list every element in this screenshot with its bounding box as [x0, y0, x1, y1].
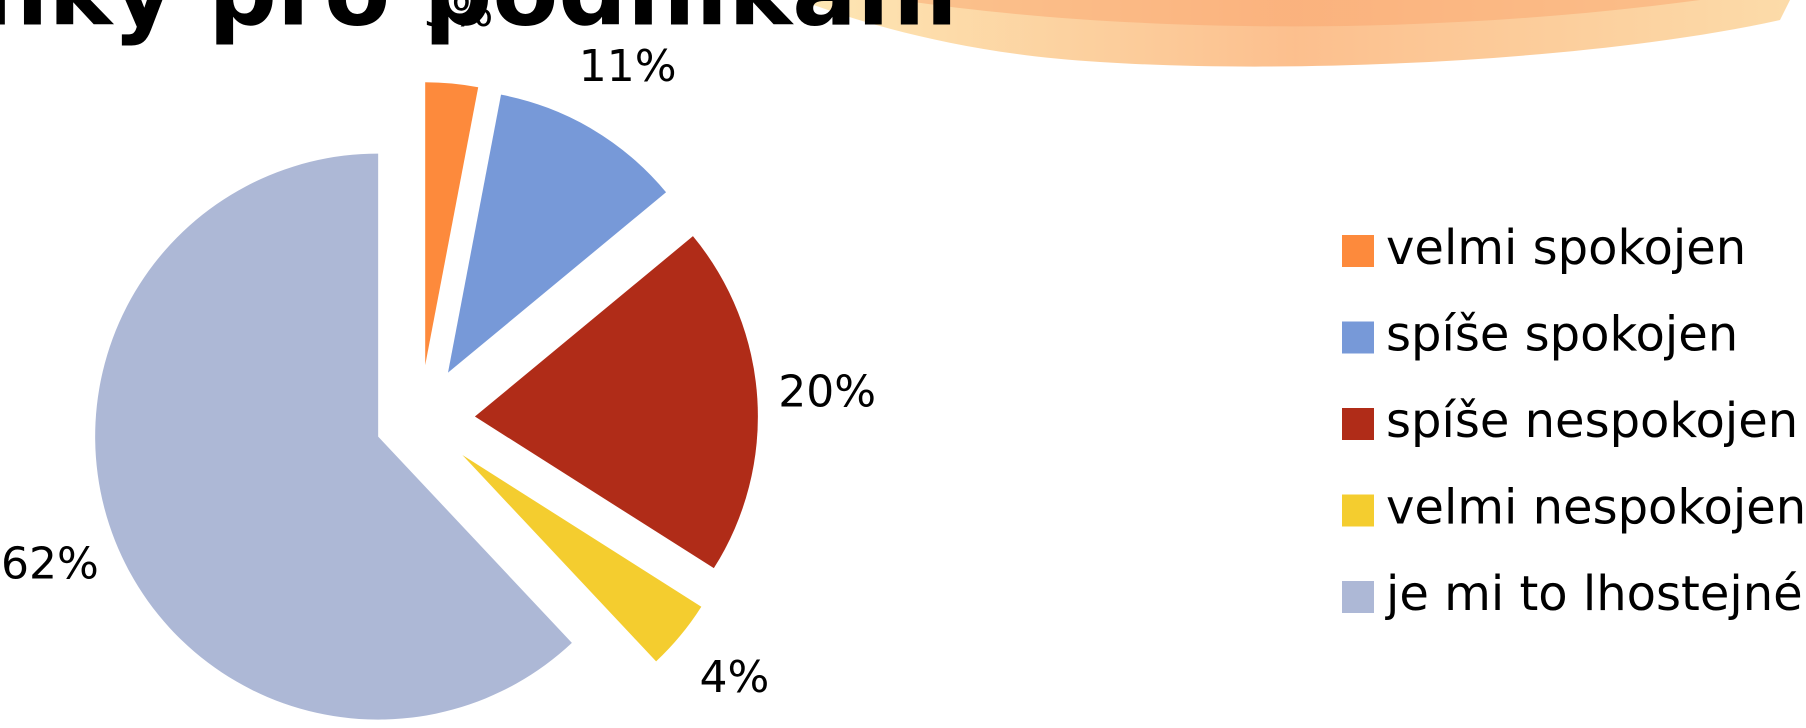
legend-swatch — [1342, 235, 1374, 267]
legend-swatch — [1342, 408, 1374, 440]
legend-label: velmi nespokojen — [1386, 480, 1806, 536]
chart-title: nky pro podnikání — [0, 0, 963, 47]
pie-slice — [95, 153, 572, 720]
legend-label: spíše nespokojen — [1386, 393, 1798, 449]
legend-label: velmi spokojen — [1386, 220, 1746, 276]
data-label: 4% — [699, 652, 769, 703]
pie-slice — [425, 82, 479, 366]
pie-slice — [462, 455, 702, 662]
data-label: 20% — [778, 366, 876, 417]
legend-swatch — [1342, 494, 1374, 527]
pie-slice — [447, 94, 667, 373]
legend: velmi spokojen spíše spokojen spíše nespok… — [1342, 220, 1806, 622]
legend-swatch — [1342, 581, 1374, 613]
legend-label: je mi to lhostejné — [1385, 566, 1803, 622]
pie: 3% 11% 20% 4% 62% — [1, 0, 876, 720]
pie-slice — [474, 236, 758, 569]
header-decoration — [900, 0, 1700, 27]
data-label: 11% — [579, 41, 677, 92]
legend-swatch — [1342, 321, 1374, 354]
data-label: 62% — [1, 539, 99, 590]
legend-label: spíše spokojen — [1386, 307, 1738, 363]
data-label: 3% — [423, 0, 493, 37]
